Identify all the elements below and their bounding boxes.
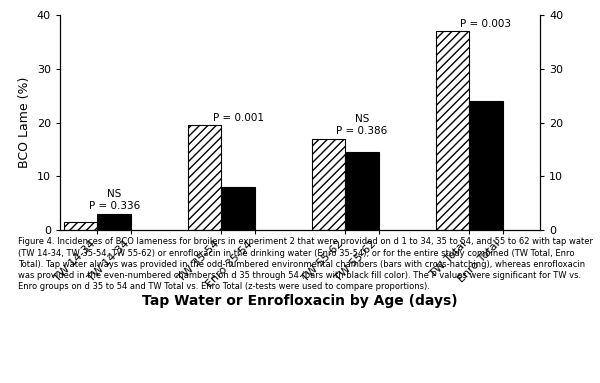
Bar <box>312 139 345 230</box>
Text: Figure 4. Incidences of BCO lameness for broilers in experiment 2 that were prov: Figure 4. Incidences of BCO lameness for… <box>18 237 593 291</box>
Bar <box>345 152 379 230</box>
Bar <box>469 101 503 230</box>
Y-axis label: BCO Lame (%): BCO Lame (%) <box>18 77 31 168</box>
Text: NS
P = 0.336: NS P = 0.336 <box>89 190 140 211</box>
X-axis label: Tap Water or Enrofloxacin by Age (days): Tap Water or Enrofloxacin by Age (days) <box>142 295 458 308</box>
Text: P = 0.001: P = 0.001 <box>212 113 263 123</box>
Bar <box>64 222 97 230</box>
Text: P = 0.003: P = 0.003 <box>460 19 511 29</box>
Bar <box>221 187 255 230</box>
Bar <box>436 31 469 230</box>
Bar <box>188 125 221 230</box>
Text: NS
P = 0.386: NS P = 0.386 <box>337 115 388 136</box>
Bar <box>97 214 131 230</box>
